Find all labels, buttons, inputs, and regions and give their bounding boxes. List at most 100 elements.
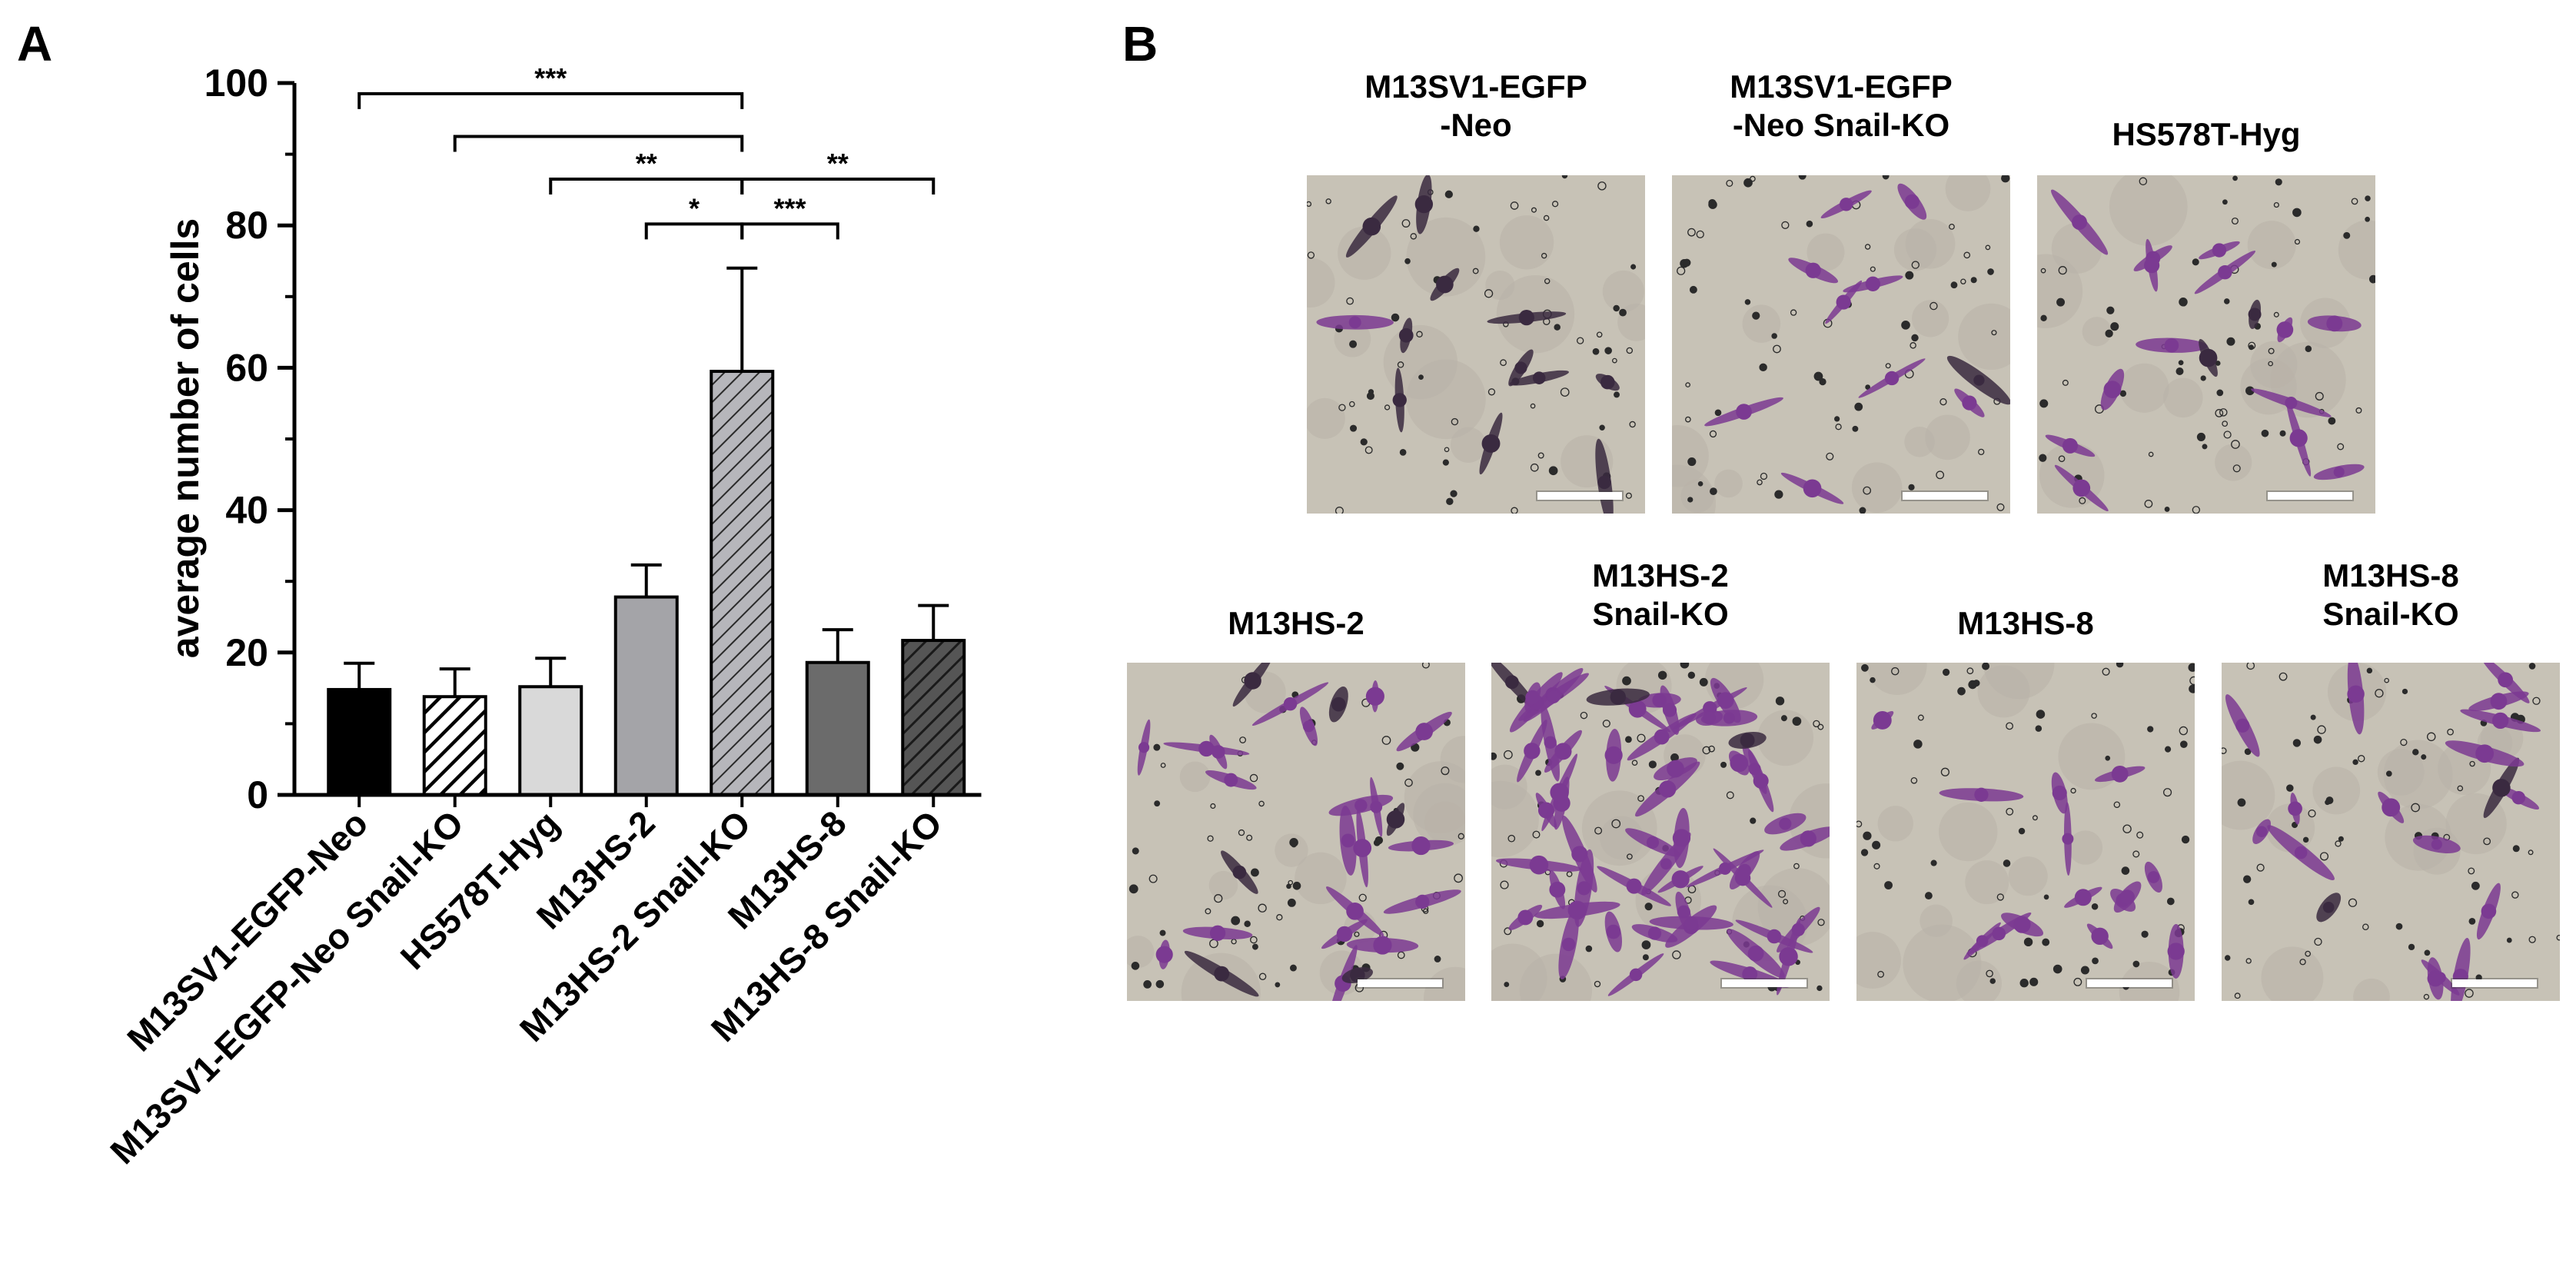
micrograph-shade	[1413, 783, 1465, 847]
membrane-pore	[1793, 863, 1800, 869]
membrane-pore	[1939, 398, 1947, 406]
membrane-pore	[2188, 663, 2195, 672]
cell-body	[1341, 833, 1355, 848]
micrograph-shade	[1127, 936, 1155, 969]
micrograph-shade	[1714, 469, 1743, 498]
cell-body	[1155, 946, 1173, 963]
membrane-pore	[1451, 417, 1459, 426]
cell-body	[2013, 916, 2031, 933]
membrane-pore	[1978, 448, 1985, 456]
cell-body	[2072, 479, 2091, 497]
micrograph-shade	[1742, 304, 1781, 343]
membrane-pore	[2469, 760, 2475, 767]
membrane-pore	[2039, 399, 2049, 408]
membrane-pore	[2179, 726, 2189, 736]
membrane-pore	[1401, 219, 1411, 228]
cell-body	[1370, 800, 1383, 813]
membrane-pore	[1750, 817, 1757, 824]
membrane-pore	[1307, 251, 1315, 259]
membrane-pore	[1720, 761, 1727, 768]
membrane-pore	[1683, 258, 1691, 267]
membrane-pore	[1966, 667, 1974, 675]
cell-body	[1244, 672, 1261, 690]
membrane-pore	[2234, 992, 2241, 999]
membrane-pore	[2003, 859, 2011, 867]
membrane-pore	[1249, 773, 1258, 783]
cell-body	[1646, 836, 1660, 849]
membrane-pore	[2231, 217, 2239, 225]
membrane-pore	[1817, 723, 1824, 730]
membrane-pore	[1774, 490, 1783, 499]
membrane-pore	[1870, 266, 1876, 272]
membrane-pore	[1491, 752, 1497, 760]
membrane-pore	[2110, 322, 2119, 331]
membrane-pore	[1159, 929, 1166, 936]
membrane-pore	[1132, 847, 1139, 855]
cell-body	[1212, 745, 1225, 759]
significance-brackets: ***** *** ***	[357, 62, 936, 240]
bar-2	[422, 695, 487, 796]
membrane-pore	[1258, 903, 1267, 913]
significance-label-5: *	[689, 192, 700, 224]
membrane-pore	[1870, 677, 1876, 683]
membrane-pore	[1258, 972, 1267, 980]
cell-body	[1992, 926, 2006, 941]
membrane-pore	[1604, 347, 1612, 354]
cell-body	[1348, 316, 1361, 329]
micrograph-shade	[1208, 870, 1238, 900]
micrograph-shade	[2119, 363, 2169, 413]
cell-body	[1518, 310, 1534, 326]
cell-body	[1677, 905, 1690, 919]
membrane-pore	[1416, 331, 1423, 338]
cell-body	[1803, 479, 1822, 498]
cell-body	[1224, 773, 1238, 787]
membrane-pore	[1214, 894, 1223, 903]
membrane-pore	[1813, 720, 1820, 728]
membrane-pore	[1611, 819, 1621, 829]
scale-bar	[2268, 492, 2352, 500]
scale-bar	[1903, 492, 1987, 500]
membrane-pore	[2294, 238, 2301, 245]
membrane-pore	[2040, 268, 2046, 274]
cell-body	[2235, 718, 2250, 733]
membrane-pore	[1637, 733, 1646, 743]
membrane-pore	[1286, 883, 1291, 889]
cell-body	[2103, 381, 2122, 399]
membrane-pore	[2528, 936, 2536, 943]
micrograph-shade	[1958, 303, 2010, 371]
cell-body	[1346, 903, 1364, 920]
membrane-pore	[1989, 978, 1996, 984]
membrane-pore	[2556, 934, 2560, 941]
membrane-pore	[1543, 214, 1550, 221]
membrane-pore	[2032, 815, 2038, 821]
cell-body	[1703, 711, 1716, 725]
micrograph-shade	[1903, 924, 1982, 1001]
membrane-pore	[1541, 252, 1547, 259]
cell-body	[1672, 829, 1691, 847]
bar-3	[518, 685, 583, 796]
membrane-pore	[1834, 416, 1840, 422]
cell-body	[1524, 743, 1541, 760]
micrograph-title-3: HS578T-Hyg	[2037, 115, 2375, 154]
micrograph-shade	[1925, 414, 1970, 460]
membrane-pore	[2292, 739, 2302, 747]
micrograph-shade	[1450, 427, 1487, 463]
membrane-pore	[2042, 938, 2050, 946]
membrane-pore	[1936, 470, 1945, 480]
membrane-pore	[2105, 755, 2111, 761]
significance-label-4: **	[827, 148, 849, 179]
cell-body	[1805, 262, 1821, 278]
membrane-pore	[2223, 431, 2232, 439]
membrane-pore	[2465, 989, 2474, 998]
micrograph-shade	[2008, 856, 2048, 896]
membrane-pore	[1642, 954, 1649, 961]
membrane-pore	[2317, 725, 2326, 734]
cell-body	[2431, 839, 2442, 850]
membrane-pore	[1911, 261, 1920, 269]
membrane-pore	[2512, 845, 2520, 853]
cell-body	[1398, 327, 1414, 343]
micrograph-shade	[1867, 663, 1927, 695]
micrograph-title-4: M13HS-2	[1127, 604, 1465, 643]
membrane-pore	[1500, 359, 1507, 367]
cell-body	[1481, 434, 1501, 453]
